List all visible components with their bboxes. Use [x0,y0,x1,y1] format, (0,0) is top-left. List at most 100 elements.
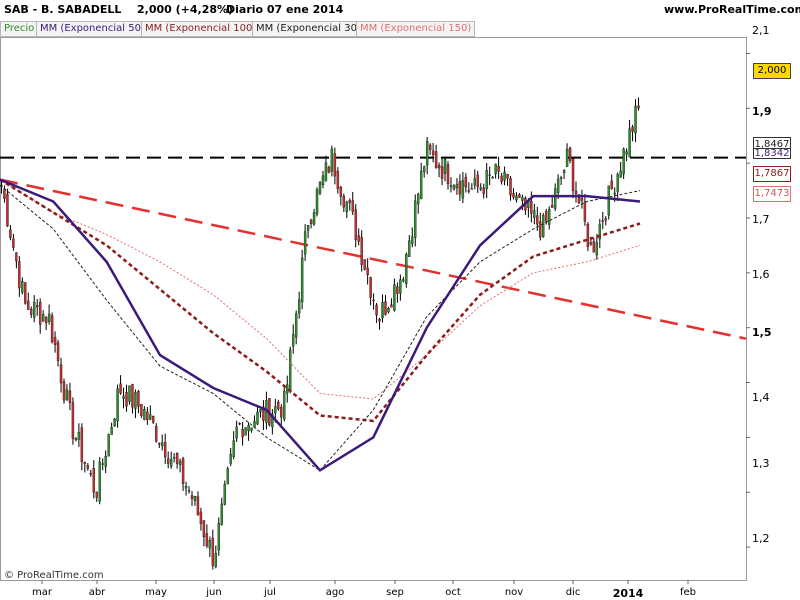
candle-up [399,279,402,294]
candle-up [625,151,628,155]
candle-up [208,540,212,549]
candle-up [223,484,226,505]
candle-up [220,503,223,525]
candle-down [509,178,512,196]
candle-up [425,141,429,166]
candle-up [521,197,524,201]
candle-down [196,496,200,516]
x-tick-label: 2014 [612,587,644,600]
candle-down [137,391,140,407]
candle-down [158,443,161,445]
candle-down [431,150,435,155]
candle-up [405,254,408,284]
candle-down [375,304,378,316]
candle-up [553,188,557,209]
candle-up [420,170,423,199]
candle-down [131,384,134,408]
candle-down [428,144,432,151]
candle-up [161,442,164,447]
candle-up [303,231,307,255]
candle-up [628,128,631,158]
candle-down [351,200,354,212]
candle-down [38,302,42,325]
candle-up [110,427,113,435]
candle-down [95,491,98,498]
x-tick-label: nov [504,587,524,598]
candle-down [372,299,375,302]
candle-up [402,279,405,282]
candle-down [309,219,313,224]
candle-up [470,188,474,190]
candle-down [205,533,209,547]
candle-up [300,257,304,303]
candle-up [41,314,45,322]
candle-up [414,200,417,238]
candle-down [467,190,471,192]
ema150-price-box: 1,7473 [753,186,791,202]
candle-up [613,192,616,195]
period-label: Diario 07 ene 2014 [226,3,344,16]
ticker-label: SAB - B. SABADELL [4,3,122,16]
candle-up [113,418,116,427]
y-tick-label: 1,4 [752,391,770,404]
candle-up [387,308,390,313]
legend-ema150[interactable]: MM (Exponencial 150) [356,21,476,37]
candle-down [27,300,30,310]
site-label[interactable]: www.ProRealTime.com [664,3,800,16]
candle-up [473,178,476,186]
last-price-box: 2,000 [753,63,791,79]
candle-down [71,402,75,439]
x-tick-label: jun [206,587,222,598]
candle-up [289,349,292,391]
legend-ema50[interactable]: MM (Exponencial 50) [36,21,149,37]
candle-down [580,198,584,201]
candle-up [274,406,277,414]
candle-up [256,411,259,425]
candle-down [363,259,366,270]
candle-up [488,174,491,176]
candle-up [134,392,137,409]
candle-down [339,187,343,197]
candle-down [342,195,346,208]
candle-up [33,302,36,318]
candle-up [312,212,316,225]
candle-down [583,201,587,222]
candle-down [530,200,533,214]
candle-up [494,163,497,175]
candle-up [77,432,81,440]
legend-ema100[interactable]: MM (Exponencial 100) [141,21,261,37]
candle-down [601,220,604,222]
candle-up [128,385,131,402]
candle-down [631,126,634,132]
candle-up [491,177,494,179]
x-tick-label: oct [445,587,461,598]
candle-up [47,313,51,322]
candle-up [393,284,396,311]
candle-down [50,315,54,343]
candle-down [199,511,203,524]
candle-down [610,180,613,190]
plot-border [0,37,747,581]
candle-down [574,190,578,195]
candle-up [616,174,619,192]
candle-down [354,209,357,241]
candle-down [500,175,503,182]
candle-down [497,166,500,172]
candle-down [238,422,241,425]
y-tick-label: 1,5 [752,326,772,339]
candle-down [152,416,155,423]
ema50-line [0,178,641,472]
y-tick-label: 1,3 [752,457,770,470]
candle-down [449,185,453,187]
candle-down [12,238,15,248]
candle-down [80,427,84,462]
candle-up [422,166,426,173]
candle-down [357,235,360,242]
candle-up [503,171,506,181]
candle-down [190,495,194,499]
candle-up [485,170,488,190]
candle-down [164,442,167,458]
candle-down [440,166,444,179]
candle-up [235,426,238,439]
